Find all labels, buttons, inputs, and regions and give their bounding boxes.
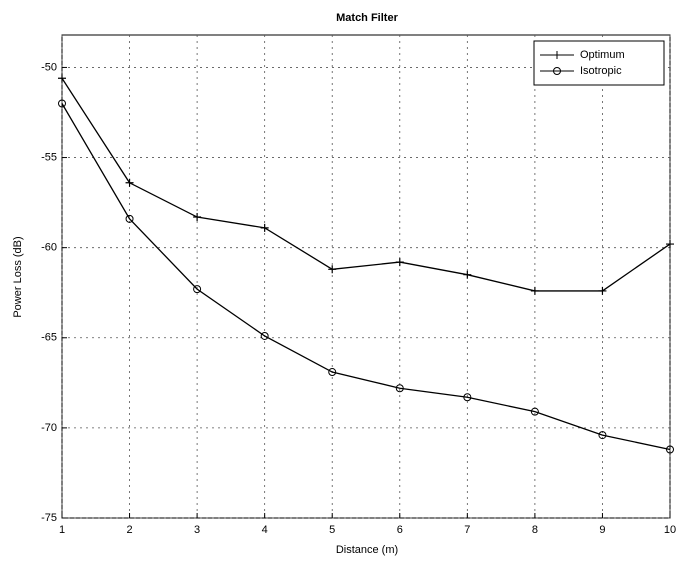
chart-title: Match Filter	[336, 12, 398, 24]
marker	[193, 285, 202, 294]
marker	[125, 178, 134, 187]
legend-label: Isotropic	[580, 65, 622, 77]
marker	[463, 270, 472, 279]
x-tick-label: 6	[397, 524, 403, 536]
x-tick-label: 2	[126, 524, 132, 536]
marker	[530, 407, 539, 416]
plot-area	[61, 34, 671, 519]
marker	[666, 445, 674, 454]
marker	[598, 286, 607, 295]
series-line	[61, 103, 671, 451]
x-tick-label: 3	[194, 524, 200, 536]
x-tick-label: 4	[262, 524, 268, 536]
y-tick-label: -60	[41, 242, 57, 254]
x-tick-label: 8	[532, 524, 538, 536]
legend-box	[533, 40, 665, 86]
marker	[260, 223, 269, 232]
marker	[328, 265, 337, 274]
x-tick-label: 5	[329, 524, 335, 536]
y-tick-label: -70	[41, 422, 57, 434]
marker	[125, 214, 134, 223]
marker	[530, 286, 539, 295]
marker	[666, 240, 674, 249]
y-tick-label: -75	[41, 512, 57, 524]
marker	[193, 213, 202, 222]
marker	[260, 331, 269, 340]
legend-marker	[553, 51, 561, 59]
y-tick-label: -50	[41, 61, 57, 73]
marker	[395, 384, 404, 393]
x-axis-label: Distance (m)	[336, 544, 398, 556]
marker	[395, 258, 404, 267]
x-tick-label: 10	[664, 524, 676, 536]
x-tick-label: 1	[59, 524, 65, 536]
marker	[463, 393, 472, 402]
x-tick-label: 9	[599, 524, 605, 536]
legend-label: Optimum	[580, 49, 625, 61]
y-tick-label: -65	[41, 332, 57, 344]
series-line	[61, 77, 671, 292]
marker	[598, 431, 607, 440]
y-axis-label: Power Loss (dB)	[12, 236, 24, 317]
x-tick-label: 7	[464, 524, 470, 536]
y-tick-label: -55	[41, 151, 57, 163]
marker	[328, 368, 337, 377]
marker	[58, 74, 66, 83]
legend-marker	[553, 67, 561, 75]
marker	[58, 99, 66, 108]
